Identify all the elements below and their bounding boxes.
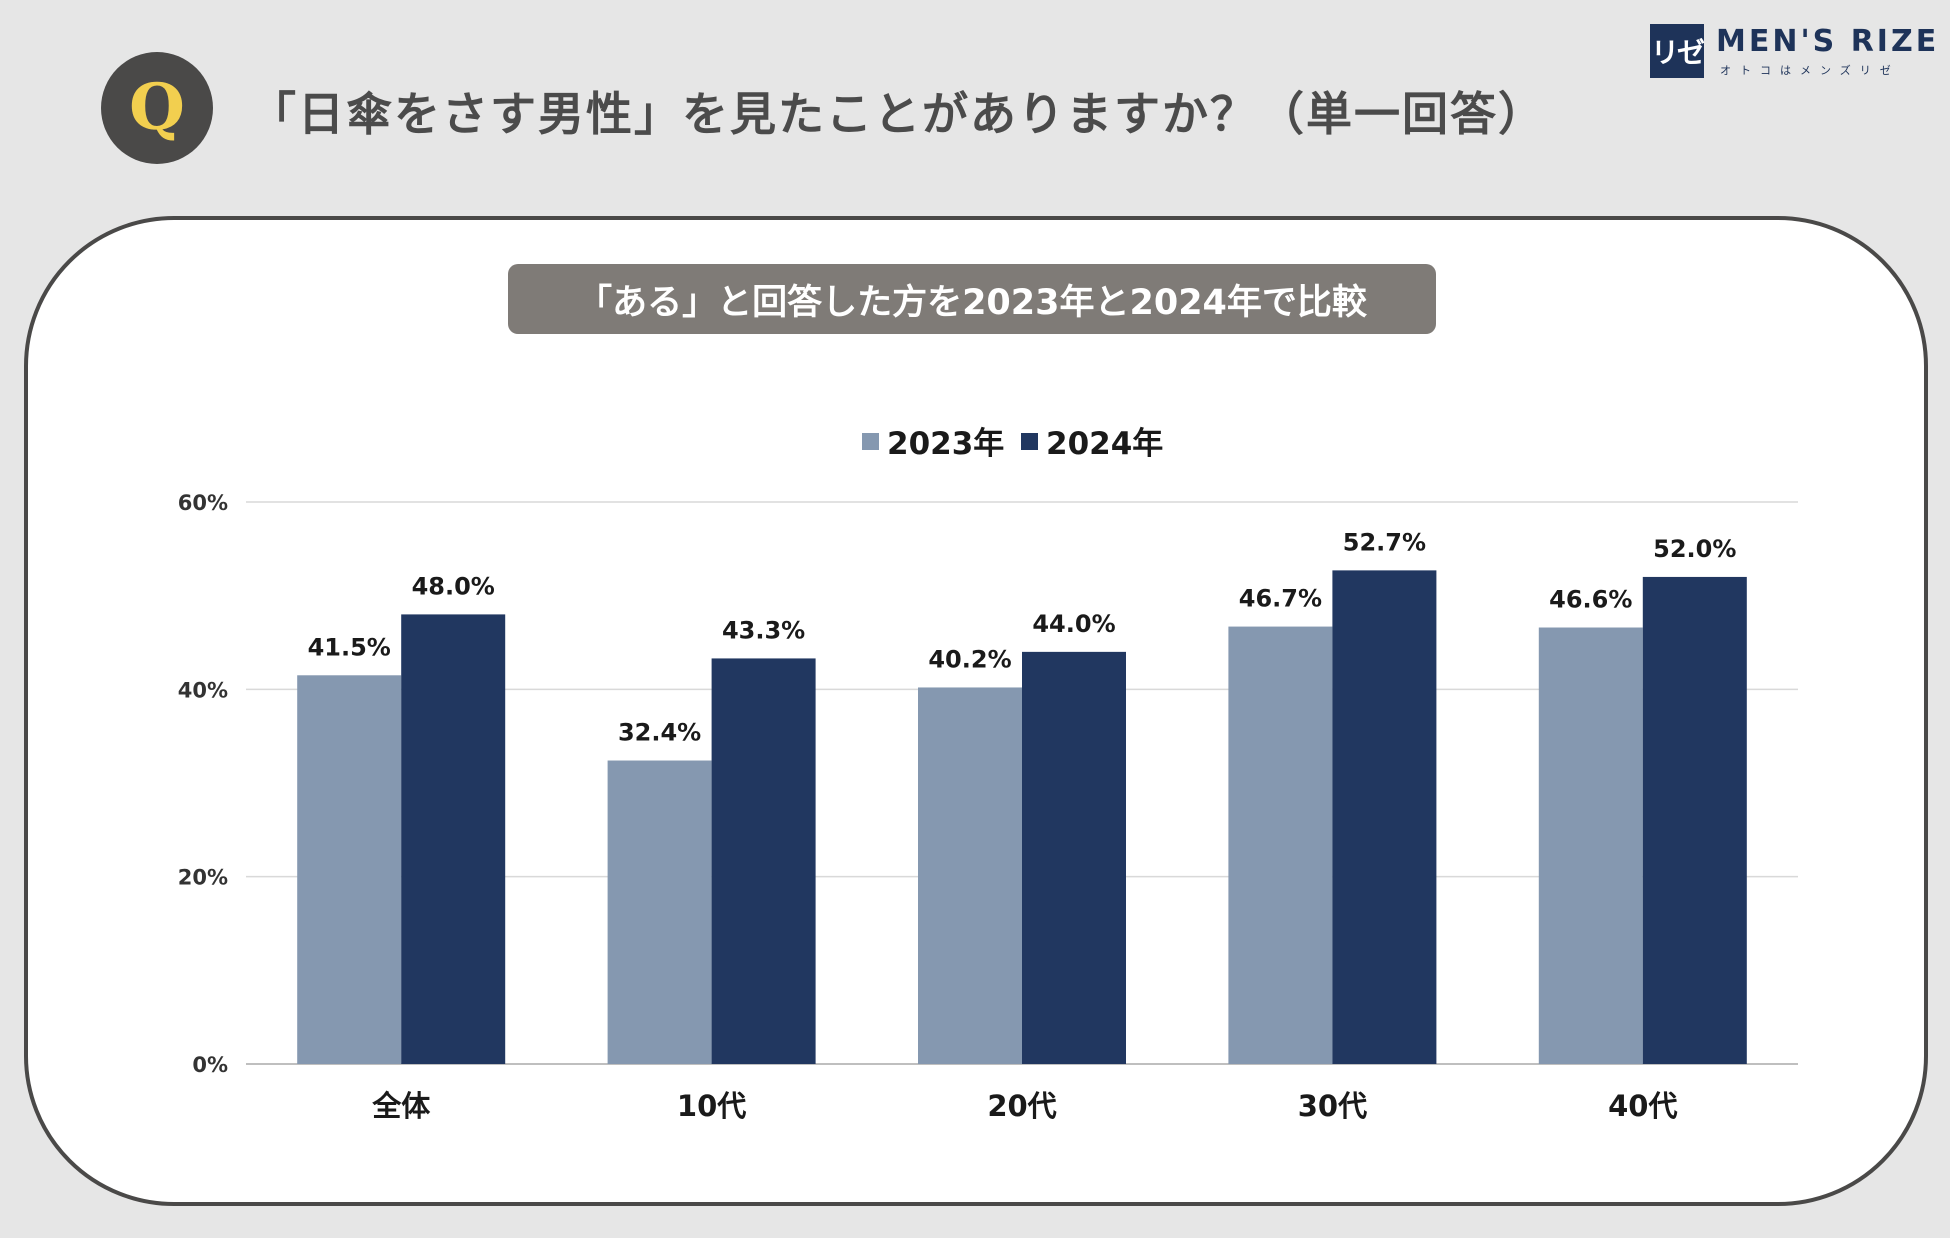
legend-swatch (1021, 433, 1038, 450)
bar-2024 (401, 614, 506, 1064)
x-tick-label: 30代 (1298, 1089, 1367, 1123)
data-label: 43.3% (722, 616, 805, 644)
legend-label: 2023年 (887, 426, 1004, 462)
data-label: 44.0% (1032, 610, 1115, 638)
y-tick-label: 20% (178, 866, 228, 890)
bar-2023 (297, 675, 402, 1064)
bar-2023 (607, 760, 712, 1064)
x-tick-label: 全体 (371, 1089, 431, 1123)
legend-label: 2024年 (1046, 426, 1163, 462)
brand-name: MEN'S RIZE (1716, 24, 1940, 59)
bar-2023 (1228, 626, 1333, 1064)
question-badge: Q (101, 52, 213, 164)
x-tick-label: 40代 (1608, 1089, 1677, 1123)
question-title: 「日傘をさす男性」を見たことがありますか？（単一回答） (250, 87, 1546, 141)
brand-tagline: オトコはメンズリゼ (1720, 64, 1900, 77)
chart-subtitle: 「ある」と回答した方を2023年と2024年で比較 (508, 264, 1436, 334)
bar-2024 (1332, 570, 1437, 1064)
legend-swatch (862, 433, 879, 450)
data-label: 52.7% (1343, 528, 1426, 556)
question-badge-letter: Q (129, 70, 185, 145)
data-label: 46.7% (1239, 585, 1322, 613)
bar-2023 (918, 687, 1022, 1064)
data-label: 46.6% (1549, 586, 1632, 614)
data-label: 41.5% (308, 633, 391, 661)
data-label: 52.0% (1653, 535, 1736, 563)
x-tick-label: 20代 (987, 1089, 1056, 1123)
bar-2024 (1642, 576, 1747, 1064)
bar-2023 (1538, 627, 1643, 1064)
x-tick-label: 10代 (677, 1089, 746, 1123)
bar-2024 (711, 658, 816, 1064)
brand-logo: リゼ MEN'S RIZE オトコはメンズリゼ (1650, 24, 1936, 80)
brand-mark: リゼ (1650, 24, 1705, 78)
y-tick-label: 60% (178, 491, 228, 515)
data-label: 40.2% (928, 645, 1011, 673)
y-tick-label: 0% (192, 1053, 228, 1077)
bar-2024 (1022, 651, 1126, 1064)
y-tick-label: 40% (178, 678, 228, 702)
data-label: 32.4% (618, 719, 701, 747)
data-label: 48.0% (412, 572, 495, 600)
